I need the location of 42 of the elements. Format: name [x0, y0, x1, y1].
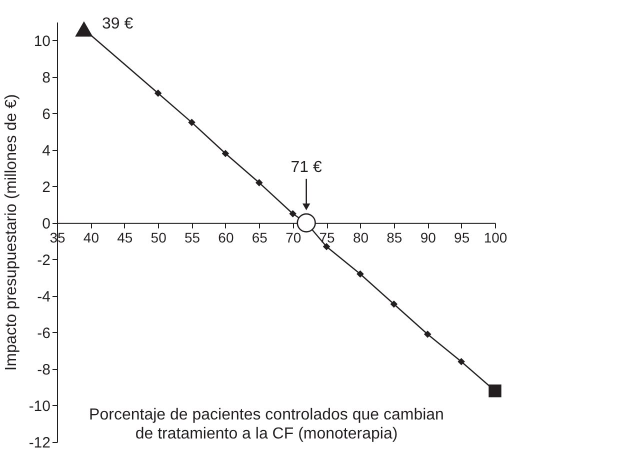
- x-tick-label: 100: [484, 229, 508, 246]
- x-tick-label: 85: [386, 229, 402, 246]
- x-tick-label: 45: [117, 229, 133, 246]
- y-tick-label: 4: [42, 142, 50, 160]
- point: [296, 213, 316, 232]
- y-tick-label: -8: [37, 361, 50, 378]
- x-tick-label: 60: [218, 229, 234, 246]
- x-tick-label: 80: [352, 229, 369, 246]
- x-axis-title: Porcentaje de pacientes controlados que cambian de tratamiento a la CF (monoterapia): [89, 406, 444, 442]
- point: [356, 270, 364, 278]
- point: [289, 210, 296, 218]
- point: [458, 358, 465, 366]
- y-tick-label: -4: [37, 288, 50, 306]
- y-axis-title: Impacto presupuestario (millones de €): [2, 94, 20, 371]
- point: [76, 22, 92, 37]
- point: [323, 243, 330, 250]
- x-tick-label: 55: [184, 229, 200, 246]
- y-tick-label: -12: [28, 434, 50, 452]
- annotation: 71 €: [290, 158, 322, 176]
- y-tick-label: 0: [42, 215, 50, 232]
- y-tick-label: 8: [42, 69, 50, 86]
- y-tick-label: -10: [28, 398, 50, 415]
- y-tick-label: -2: [37, 252, 50, 269]
- point: [256, 179, 263, 186]
- point: [222, 150, 229, 157]
- x-tick-label: 70: [286, 229, 302, 246]
- point: [188, 119, 196, 126]
- x-tick-label: 75: [319, 229, 336, 246]
- x-tick-label: 65: [252, 229, 268, 246]
- y-tick-label: 10: [34, 32, 50, 50]
- x-tick-label: 40: [83, 229, 100, 246]
- x-tick-label: 50: [150, 229, 167, 246]
- point: [154, 90, 162, 97]
- point: [424, 330, 432, 338]
- x-tick-label: 90: [420, 229, 436, 246]
- point: [390, 300, 398, 308]
- y-tick-label: 6: [42, 106, 50, 123]
- y-tick-label: 2: [42, 178, 50, 196]
- point: [488, 384, 502, 398]
- annotation: 39 €: [102, 15, 134, 32]
- y-tick-label: -6: [37, 324, 50, 342]
- x-tick-label: 95: [454, 229, 470, 246]
